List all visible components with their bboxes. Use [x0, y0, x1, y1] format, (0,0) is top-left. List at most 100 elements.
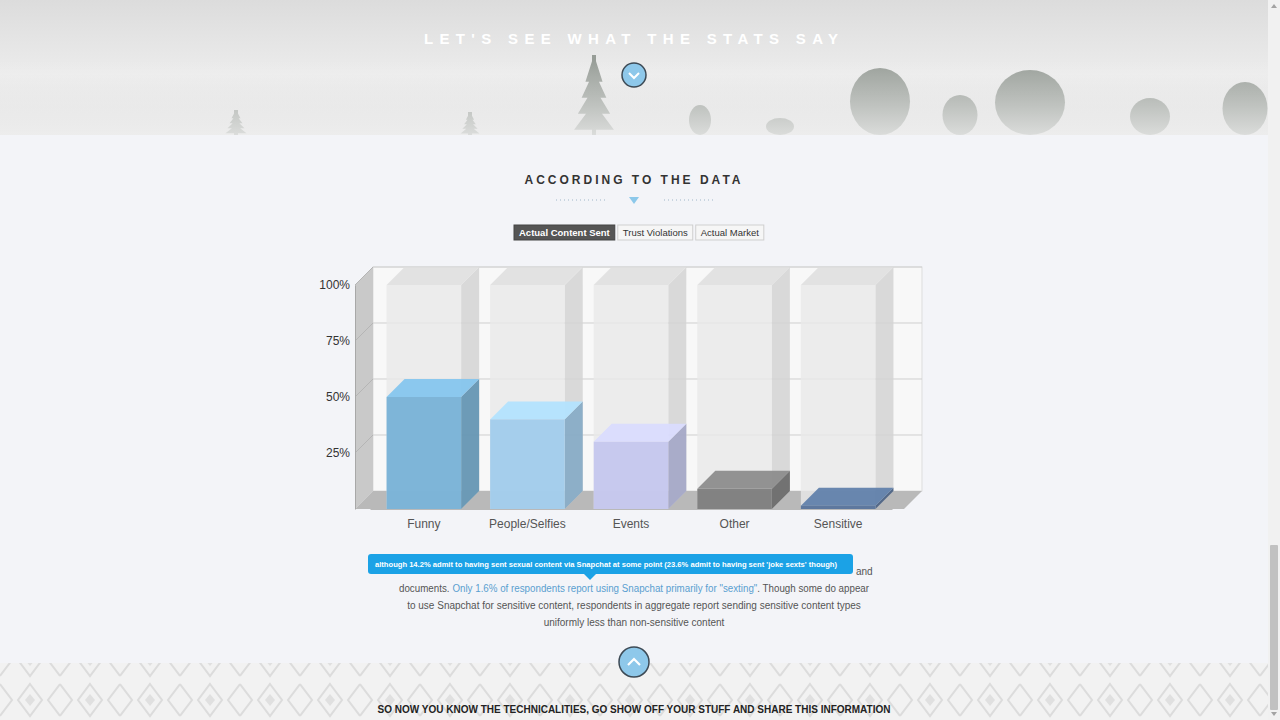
- section-heading: ACCORDING TO THE DATA: [525, 173, 744, 187]
- x-tick: Funny: [407, 509, 440, 531]
- grid-line-wall: [355, 435, 373, 453]
- bar-side: [565, 401, 583, 509]
- x-tick-label: Funny: [407, 517, 440, 531]
- tab[interactable]: Actual Content Sent: [514, 225, 615, 240]
- divider-dots: [664, 200, 714, 201]
- bar-glass-top: [697, 267, 790, 285]
- bar: [801, 506, 876, 509]
- bar-top: [594, 424, 687, 442]
- note-link[interactable]: Only 1.6% of respondents report using Sn…: [452, 583, 757, 594]
- bar-group: [490, 267, 583, 509]
- y-tick: 100%: [319, 278, 355, 292]
- grid-line-wall: [355, 323, 373, 341]
- scrollbar-track[interactable]: [1268, 0, 1280, 720]
- x-tick: Events: [613, 509, 650, 531]
- bar: [387, 397, 462, 509]
- bar-glass-side: [875, 267, 893, 509]
- footer-text: SO NOW YOU KNOW THE TECHNICALITIES, GO S…: [378, 704, 891, 715]
- x-tick: Sensitive: [814, 509, 863, 531]
- note-text: and: [856, 566, 873, 577]
- note-text: to use Snapchat for sensitive content, r…: [407, 600, 861, 611]
- bar-group: [594, 267, 687, 509]
- bar-group: [387, 267, 480, 509]
- tab-label[interactable]: Actual Content Sent: [519, 227, 611, 238]
- x-tick-label: Sensitive: [814, 517, 863, 531]
- x-tick-label: Events: [613, 517, 650, 531]
- x-axis: Funny People/Selfies Events Other Sensitive: [371, 509, 893, 531]
- bar: [697, 489, 772, 509]
- x-tick: People/Selfies: [489, 509, 566, 531]
- tooltip-text: although 14.2% admit to having sent sexu…: [375, 560, 837, 569]
- note: and documents.Only 1.6% of respondents re…: [399, 566, 873, 628]
- bar-top: [387, 379, 480, 397]
- tooltip-pointer: [584, 574, 596, 580]
- bar-top: [490, 401, 583, 419]
- divider-arrow: [629, 197, 639, 204]
- x-tick-label: Other: [720, 517, 750, 531]
- chevron-down[interactable]: [629, 73, 639, 78]
- bar-group: [697, 267, 790, 509]
- bar-glass-front: [387, 285, 462, 509]
- scrollbar-arrow[interactable]: [1271, 712, 1277, 716]
- bar-glass-top: [801, 267, 894, 285]
- tab-background[interactable]: [696, 225, 764, 240]
- scrollbar-arrow[interactable]: [1271, 4, 1277, 8]
- bar-glass-top: [594, 267, 687, 285]
- y-tick-label: 75%: [326, 334, 350, 348]
- x-tick-label: People/Selfies: [489, 517, 566, 531]
- tabs: Actual Content Sent Trust Violations Actua…: [514, 225, 764, 240]
- button-circle[interactable]: [622, 63, 646, 87]
- bar-top: [697, 471, 790, 489]
- left-wall: [355, 267, 373, 509]
- y-tick: 50%: [326, 390, 355, 404]
- bar-glass-top: [490, 267, 583, 285]
- tooltip-box: [368, 554, 853, 574]
- button-circle[interactable]: [619, 647, 649, 677]
- section-background: [0, 135, 1268, 663]
- chart: 25% 50% 75% 100% Funny People/Selfies Events Ot…: [319, 267, 922, 531]
- note-line: documents.Only 1.6% of respondents repor…: [399, 583, 870, 594]
- y-tick-label: 100%: [319, 278, 350, 292]
- tab[interactable]: Actual Market: [696, 225, 764, 240]
- header: LET'S SEE WHAT THE STATS SAY: [0, 0, 1268, 135]
- tab-label[interactable]: Trust Violations: [623, 227, 688, 238]
- header-background: [0, 0, 1268, 135]
- bar-glass-side: [668, 267, 686, 509]
- tab-background[interactable]: [514, 225, 615, 240]
- chevron-up[interactable]: [628, 659, 640, 665]
- bar-top: [801, 488, 894, 506]
- bar-glass-front: [594, 285, 669, 509]
- bar-glass-front: [801, 285, 876, 509]
- note-text: . Though some do appear: [757, 583, 869, 594]
- grid-line-wall: [355, 379, 373, 397]
- tab-background[interactable]: [618, 225, 693, 240]
- scrollbar[interactable]: [1268, 0, 1280, 720]
- bar-glass-side: [565, 267, 583, 509]
- bar: [490, 419, 565, 509]
- tab-label[interactable]: Actual Market: [701, 227, 759, 238]
- scroll-up-button[interactable]: [619, 647, 649, 677]
- page-svg: LET'S SEE WHAT THE STATS SAY ACCORDING TO…: [0, 0, 1280, 720]
- note-text: documents.: [399, 583, 449, 594]
- scrollbar-thumb[interactable]: [1270, 545, 1278, 710]
- tab[interactable]: Trust Violations: [618, 225, 693, 240]
- bar: [594, 442, 669, 509]
- bar-glass-top: [387, 267, 480, 285]
- y-tick-label: 25%: [326, 446, 350, 460]
- grid-line-wall: [355, 267, 373, 285]
- x-tick: Other: [720, 509, 750, 531]
- x-axis-line: [371, 509, 893, 510]
- fog: [0, 60, 1268, 135]
- y-axis-line: [355, 286, 356, 510]
- bar-side: [461, 379, 479, 509]
- tooltip: although 14.2% admit to having sent sexu…: [368, 554, 853, 580]
- header-title: LET'S SEE WHAT THE STATS SAY: [424, 30, 844, 47]
- y-tick: 25%: [326, 446, 355, 460]
- page-root: LET'S SEE WHAT THE STATS SAY ACCORDING TO…: [0, 0, 1280, 720]
- note-text: uniformly less than non-sensitive conten…: [544, 617, 725, 628]
- bars: [387, 267, 894, 509]
- bar-glass-front: [490, 285, 565, 509]
- y-tick-label: 50%: [326, 390, 350, 404]
- scroll-down-button[interactable]: [622, 63, 646, 87]
- divider-dots: [556, 200, 606, 201]
